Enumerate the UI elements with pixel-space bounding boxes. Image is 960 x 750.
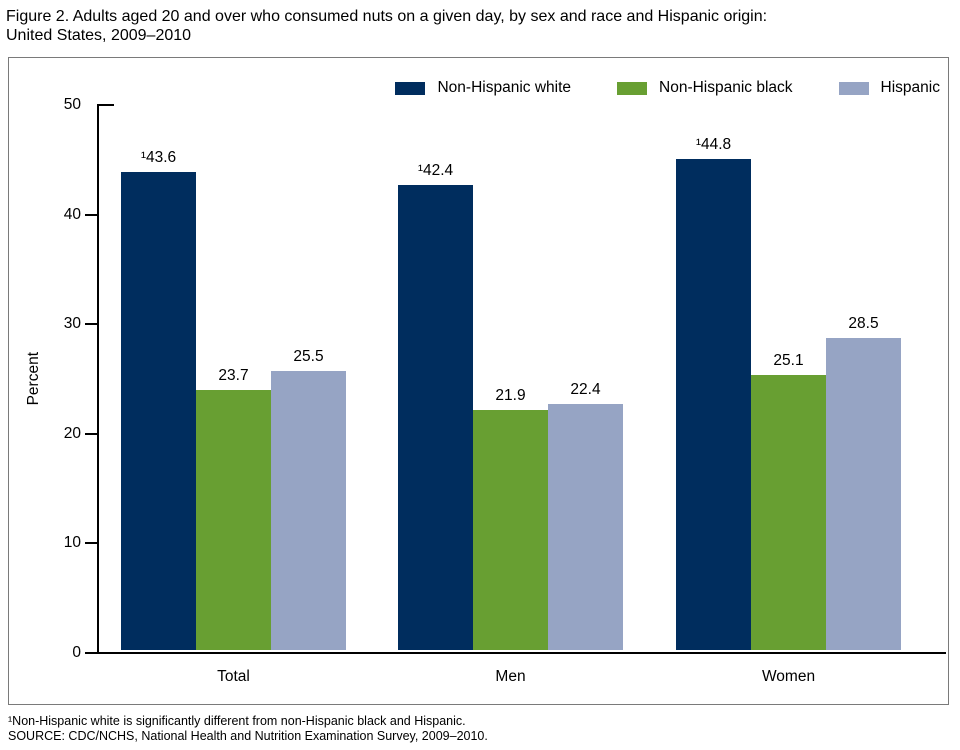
bar-value-label: ¹42.4 xyxy=(417,162,454,179)
y-axis-title-text: Percent xyxy=(25,351,42,406)
y-axis-title: Percent xyxy=(25,104,43,653)
bar-total-non-hispanic-white: ¹43.6 xyxy=(121,149,196,650)
y-tick-label-50: 50 xyxy=(63,96,81,113)
y-tick-30 xyxy=(85,323,97,326)
bar-value-label: 23.7 xyxy=(218,367,249,384)
bar-women-non-hispanic-black: 25.1 xyxy=(751,352,826,650)
footnote-significance: ¹Non-Hispanic white is significantly dif… xyxy=(8,714,466,728)
x-category-label-total: Total xyxy=(217,668,250,685)
figure-title-line2: United States, 2009–2010 xyxy=(6,27,192,44)
bar-men-non-hispanic-black: 21.9 xyxy=(473,387,548,650)
legend-label: Non-Hispanic white xyxy=(437,79,572,96)
figure-title-line1: Figure 2. Adults aged 20 and over who co… xyxy=(6,8,768,25)
bar-women-hispanic: 28.5 xyxy=(826,315,901,650)
y-axis-line xyxy=(97,104,99,654)
bar-value-label: ¹44.8 xyxy=(695,136,732,153)
legend-label: Hispanic xyxy=(880,79,940,96)
footnote-source: SOURCE: CDC/NCHS, National Health and Nu… xyxy=(8,729,488,743)
bar-total-non-hispanic-black: 23.7 xyxy=(196,367,271,650)
x-axis-line xyxy=(85,652,946,654)
y-tick-20 xyxy=(85,432,97,435)
footnotes: ¹Non-Hispanic white is significantly dif… xyxy=(8,714,488,744)
y-axis-top-tick xyxy=(97,104,114,106)
x-category-label-women: Women xyxy=(761,668,816,685)
bar-value-label: 28.5 xyxy=(848,315,879,332)
y-tick-label-40: 40 xyxy=(63,205,81,223)
bar-group-men: ¹42.4 21.9 22.4 xyxy=(398,162,623,650)
y-tick-label-10: 10 xyxy=(63,534,81,552)
legend-item-non-hispanic-black: Non-Hispanic black xyxy=(617,79,793,97)
legend-swatch-hispanic xyxy=(838,81,869,95)
bar-group-women: ¹44.8 25.1 28.5 xyxy=(676,136,901,650)
y-tick-label-20: 20 xyxy=(63,424,81,442)
bar-value-label: 25.1 xyxy=(773,352,804,369)
x-category-label-men: Men xyxy=(495,668,526,685)
y-tick-label-0: 0 xyxy=(72,644,81,661)
legend-label: Non-Hispanic black xyxy=(659,79,793,96)
bar-men-non-hispanic-white: ¹42.4 xyxy=(398,162,473,650)
figure-title: Figure 2. Adults aged 20 and over who co… xyxy=(6,7,767,45)
bar-men-hispanic: 22.4 xyxy=(548,381,623,650)
y-tick-label-30: 30 xyxy=(63,315,81,333)
bar-value-label: 21.9 xyxy=(495,387,526,404)
legend-swatch-non-hispanic-black xyxy=(617,81,648,95)
bar-value-label: ¹43.6 xyxy=(140,149,177,166)
legend-swatch-non-hispanic-white xyxy=(395,81,426,95)
bar-total-hispanic: 25.5 xyxy=(271,348,346,650)
y-tick-10 xyxy=(85,542,97,545)
legend-item-hispanic: Hispanic xyxy=(838,79,940,97)
bar-value-label: 25.5 xyxy=(293,348,324,365)
bar-value-label: 22.4 xyxy=(570,381,601,398)
bar-women-non-hispanic-white: ¹44.8 xyxy=(676,136,751,650)
legend-item-non-hispanic-white: Non-Hispanic white xyxy=(395,79,571,97)
chart-frame: Non-Hispanic white Non-Hispanic black Hisp… xyxy=(8,57,949,705)
chart-legend: Non-Hispanic white Non-Hispanic black Hisp… xyxy=(395,79,940,97)
bar-group-total: ¹43.6 23.7 25.5 xyxy=(121,149,346,650)
y-tick-40 xyxy=(85,213,97,216)
